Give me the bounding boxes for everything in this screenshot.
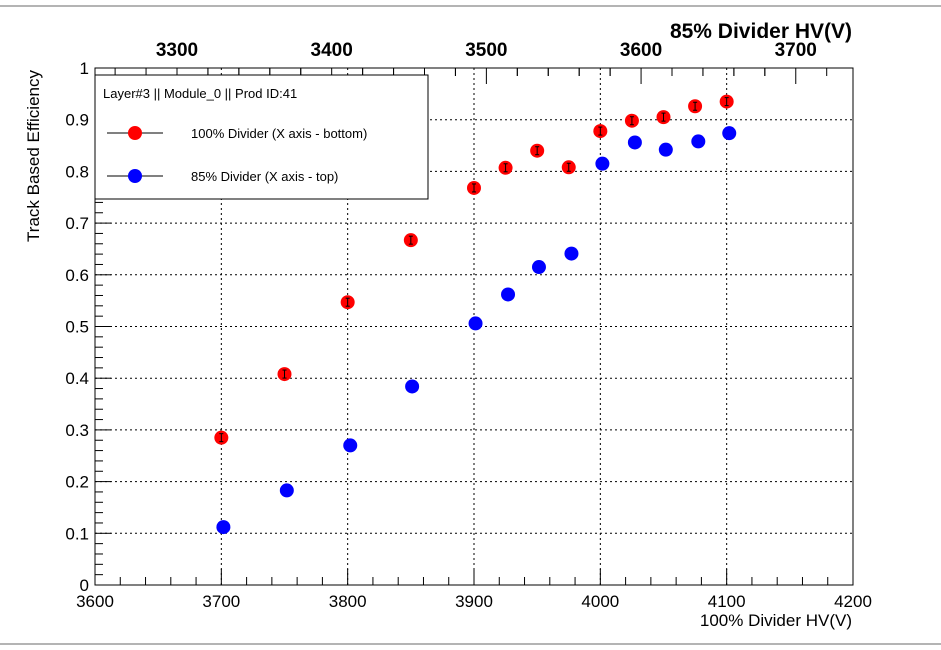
data-point	[405, 379, 420, 394]
data-point	[691, 134, 706, 149]
y-tick-label: 0.8	[65, 162, 89, 181]
x2-tick-label: 3500	[465, 40, 507, 61]
y-tick-label: 0.9	[65, 111, 89, 130]
x-tick-label: 4100	[708, 592, 746, 611]
series-bottom-axis	[214, 94, 734, 445]
y-axis-title: Track Based Efficiency	[24, 70, 43, 242]
legend-marker	[128, 126, 142, 140]
data-point	[627, 135, 642, 150]
legend-title: Layer#3 || Module_0 || Prod ID:41	[103, 86, 297, 101]
y-tick-label: 0	[80, 576, 89, 595]
data-point	[279, 483, 294, 498]
y-tick-label: 0.4	[65, 369, 89, 388]
legend-label: 85% Divider (X axis - top)	[191, 169, 338, 184]
data-point	[595, 156, 610, 171]
legend-label: 100% Divider (X axis - bottom)	[191, 126, 367, 141]
data-point	[722, 126, 737, 141]
legend-box	[94, 74, 429, 200]
x2-tick-label: 3300	[156, 40, 198, 61]
data-point	[216, 520, 231, 535]
data-point	[531, 260, 546, 275]
top-x-axis-title: 85% Divider HV(V)	[670, 20, 852, 43]
axes: 3600 3700 3800 3900 4000 4100 4200 0 0.1 0.2 0.3 0.…	[65, 40, 872, 611]
data-point	[564, 246, 579, 261]
x-tick-label: 3800	[329, 592, 367, 611]
x-tick-label: 3600	[76, 592, 114, 611]
data-points	[214, 94, 737, 535]
y-tick-label: 0.1	[65, 524, 89, 543]
legend-marker	[128, 169, 142, 183]
x2-tick-label: 3600	[620, 40, 662, 61]
y-tick-label: 0.7	[65, 214, 89, 233]
y-tick-label: 0.3	[65, 421, 89, 440]
data-point	[468, 316, 483, 331]
x-tick-label: 3700	[202, 592, 240, 611]
data-point	[501, 287, 516, 302]
data-point	[658, 142, 673, 157]
y-tick-label: 0.6	[65, 266, 89, 285]
x-axis-title: 100% Divider HV(V)	[700, 611, 852, 630]
y-tick-label: 0.5	[65, 318, 89, 337]
x-tick-label: 3900	[455, 592, 493, 611]
legend: Layer#3 || Module_0 || Prod ID:41 100% Di…	[94, 74, 429, 200]
x-tick-label: 4200	[834, 592, 872, 611]
x2-tick-label: 3700	[775, 40, 817, 61]
y-tick-label: 0.2	[65, 473, 89, 492]
series-top-axis	[216, 126, 737, 535]
x-tick-label: 4000	[581, 592, 619, 611]
y-tick-label: 1	[80, 59, 89, 78]
data-point	[343, 438, 358, 453]
x2-tick-label: 3400	[311, 40, 353, 61]
